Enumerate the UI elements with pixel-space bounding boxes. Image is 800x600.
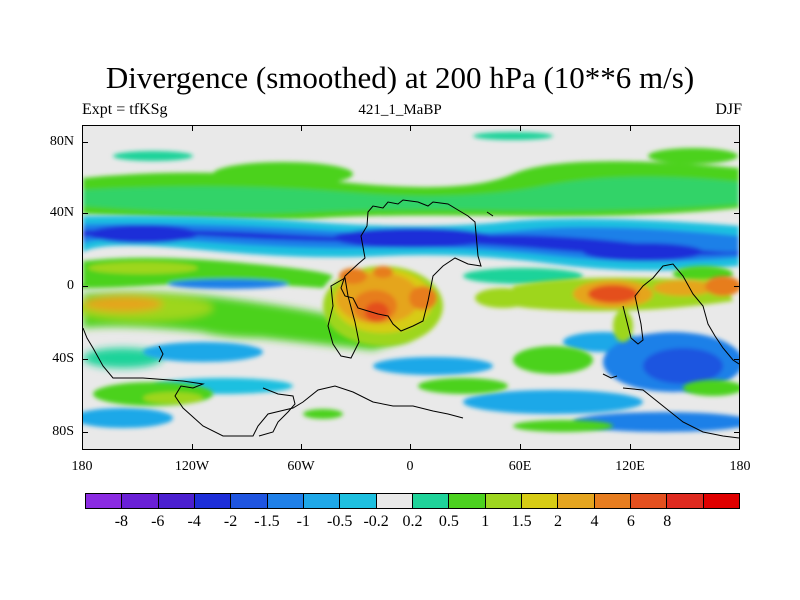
colorbar-swatch-1 [122,494,159,508]
colorbar-label: -0.2 [363,513,389,530]
lat-label-0: 0 [67,278,74,293]
colorbar-swatch-13 [558,494,595,508]
colorbar-label: 0.2 [402,513,423,530]
colorbar-swatch-15 [630,494,668,508]
colorbar-label: -2 [223,513,238,530]
colorbar-label: 0.5 [438,513,459,530]
lon-label-180e: 180 [729,459,751,474]
lon-label-60e: 60E [508,459,532,474]
colorbar-swatch-4 [231,494,268,508]
colorbar-swatch-5 [267,494,304,508]
colorbar-label: -6 [151,513,165,530]
lat-label-80n: 80N [49,134,74,149]
colorbar-swatch-17 [703,494,739,508]
experiment-label: Expt = tfKSg [82,101,168,118]
plot-title: Divergence (smoothed) at 200 hPa (10**6 … [105,60,695,95]
colorbar [85,493,740,509]
colorbar-label: -1 [296,513,310,530]
colorbar-swatch-11 [485,494,522,508]
colorbar-swatch-16 [667,494,704,508]
divergence-map [82,125,740,450]
lon-label-120w: 120W [174,459,210,474]
colorbar-swatch-3 [194,494,232,508]
colorbar-label: -1.5 [254,513,280,530]
colorbar-swatch-9 [412,494,450,508]
colorbar-label: -0.5 [327,513,353,530]
lon-label-60w: 60W [287,459,315,474]
colorbar-swatch-0 [86,494,123,508]
colorbar-label: 1 [481,513,490,530]
lat-label-40n: 40N [49,205,74,220]
colorbar-label: 2 [554,513,563,530]
colorbar-swatch-6 [303,494,341,508]
lat-label-40s: 40S [52,351,74,366]
lon-label-120e: 120E [615,459,645,474]
colorbar-label: 1.5 [511,513,532,530]
colorbar-swatch-7 [340,494,377,508]
colorbar-swatch-12 [521,494,559,508]
colorbar-swatch-14 [594,494,631,508]
colorbar-swatch-8 [376,494,413,508]
colorbar-label: 6 [626,513,635,530]
lon-label-180w: 180 [71,459,93,474]
colorbar-swatch-2 [158,494,195,508]
colorbar-label: 8 [663,513,672,530]
colorbar-swatch-10 [449,494,486,508]
lon-label-0: 0 [406,459,414,474]
colorbar-label: -8 [114,513,129,530]
map-field [83,126,739,449]
colorbar-label: 4 [590,513,599,530]
run-label: 421_1_MaBP [358,102,442,118]
colorbar-label: -4 [187,513,201,530]
season-label: DJF [715,101,742,118]
lat-label-80s: 80S [52,424,74,439]
